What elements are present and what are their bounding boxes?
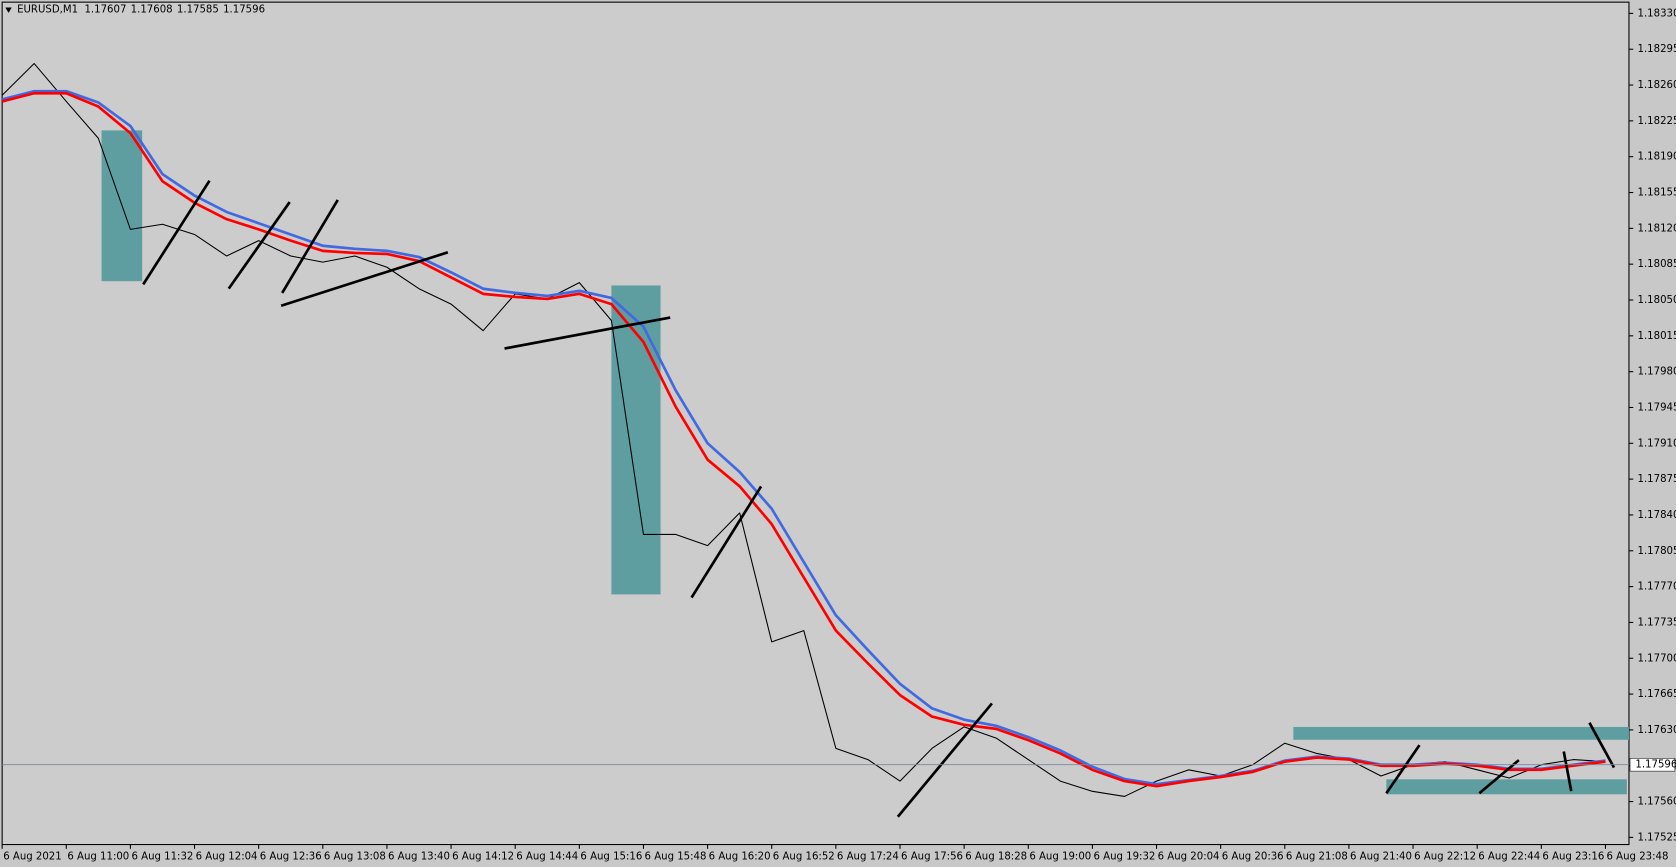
y-tick-label: 1.17700 [1638, 653, 1676, 664]
y-tick-label: 1.18155 [1638, 188, 1676, 199]
x-tick-label: 6 Aug 13:40 [388, 851, 450, 862]
y-tick-label: 1.17560 [1638, 797, 1676, 808]
trendline [227, 201, 291, 290]
x-tick-label: 6 Aug 23:48 [1607, 851, 1669, 862]
y-tick-label: 1.17525 [1638, 832, 1676, 843]
last-price-box [1629, 758, 1676, 772]
x-tick-label: 6 Aug 21:40 [1350, 851, 1412, 862]
x-tick-label: 6 Aug 17:24 [837, 851, 899, 862]
x-tick-label: 6 Aug 12:04 [196, 851, 258, 862]
y-tick-label: 1.18330 [1638, 8, 1676, 19]
x-tick-label: 6 Aug 15:48 [645, 851, 707, 862]
x-tick-label: 6 Aug 16:20 [709, 851, 771, 862]
trendline [504, 316, 671, 350]
trendline [690, 485, 763, 599]
y-tick-label: 1.17910 [1638, 438, 1676, 449]
y-tick-label: 1.17770 [1638, 582, 1676, 593]
open: 1.17607 [84, 5, 126, 16]
y-tick-label: 1.17945 [1638, 402, 1676, 413]
x-tick-label: 6 Aug 22:44 [1478, 851, 1540, 862]
y-tick-label: 1.18085 [1638, 259, 1676, 270]
x-tick-label: 6 Aug 17:56 [901, 851, 963, 862]
y-tick-label: 1.18295 [1638, 44, 1676, 55]
trendline [1478, 759, 1520, 795]
y-tick-label: 1.18260 [1638, 80, 1676, 91]
trendline [1562, 751, 1573, 792]
x-tick-label: 6 Aug 18:28 [965, 851, 1027, 862]
y-tick-label: 1.18050 [1638, 295, 1676, 306]
y-tick-label: 1.17980 [1638, 367, 1676, 378]
y-tick-label: 1.18225 [1638, 116, 1676, 127]
zone [611, 285, 661, 595]
trendline [142, 179, 211, 286]
x-tick-label: 6 Aug 14:12 [452, 851, 514, 862]
last-price-label: 1.17596 [1635, 760, 1676, 771]
y-tick-label: 1.17665 [1638, 689, 1676, 700]
y-tick-label: 1.17630 [1638, 725, 1676, 736]
x-tick-label: 6 Aug 19:00 [1029, 851, 1091, 862]
trendlines [142, 179, 1616, 818]
trendline [1385, 744, 1421, 794]
zone [1386, 779, 1627, 795]
x-tick-label: 6 Aug 12:36 [260, 851, 322, 862]
y-tick-label: 1.18120 [1638, 223, 1676, 234]
y-tick-label: 1.18190 [1638, 152, 1676, 163]
trendline [280, 251, 449, 308]
y-tick-label: 1.17840 [1638, 510, 1676, 521]
high: 1.17608 [131, 5, 173, 16]
chart-header: EURUSD,M1 1.17607 1.17608 1.17585 1.17596 [17, 5, 265, 16]
trendline [1588, 722, 1616, 769]
symbol: EURUSD,M1 [17, 5, 78, 16]
trendline [281, 199, 339, 294]
x-tick-label: 6 Aug 23:16 [1542, 851, 1604, 862]
x-tick-label: 6 Aug 20:04 [1158, 851, 1220, 862]
menu-arrow[interactable] [5, 7, 12, 13]
x-tick-label: 6 Aug 15:16 [580, 851, 642, 862]
x-tick-label: 6 Aug 21:08 [1286, 851, 1348, 862]
plot-frame [1, 1, 1630, 846]
x-tick-label: 6 Aug 20:36 [1222, 851, 1284, 862]
close: 1.17596 [223, 5, 265, 16]
trendline [896, 702, 993, 818]
x-tick-label: 6 Aug 13:08 [324, 851, 386, 862]
y-tick-label: 1.17735 [1638, 617, 1676, 628]
low: 1.17585 [177, 5, 219, 16]
x-tick-label: 6 Aug 14:44 [516, 851, 578, 862]
zone [1293, 726, 1629, 740]
x-tick-label: 6 Aug 19:32 [1093, 851, 1155, 862]
x-tick-label: 6 Aug 11:00 [67, 851, 129, 862]
y-tick-label: 1.17805 [1638, 546, 1676, 557]
y-tick-label: 1.18015 [1638, 331, 1676, 342]
x-tick-label: 6 Aug 11:32 [131, 851, 193, 862]
x-tick-label: 6 Aug 22:12 [1414, 851, 1476, 862]
y-tick-label: 1.17875 [1638, 474, 1676, 485]
x-tick-label: 6 Aug 16:52 [773, 851, 835, 862]
x-tick-label: 6 Aug 2021 [3, 851, 62, 862]
